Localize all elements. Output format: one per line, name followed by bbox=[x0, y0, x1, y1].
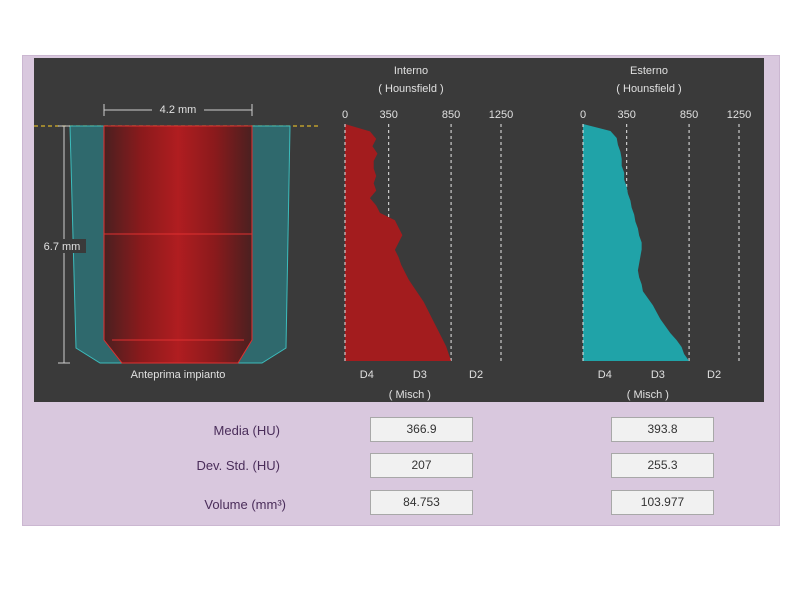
x-tick-label: 1250 bbox=[489, 109, 513, 121]
misch-label: D3 bbox=[651, 369, 665, 381]
x-tick-label: 850 bbox=[442, 109, 460, 121]
volume-interno-field[interactable]: 84.753 bbox=[370, 490, 473, 515]
misch-caption: ( Misch ) bbox=[627, 389, 669, 401]
devstd-interno-field[interactable]: 207 bbox=[370, 453, 473, 478]
devstd-esterno-field[interactable]: 255.3 bbox=[611, 453, 714, 478]
x-tick-label: 850 bbox=[680, 109, 698, 121]
density-preview-area: 4.2 mm 6.7 mm Anteprima impianto Interno… bbox=[34, 58, 764, 402]
x-tick-label: 0 bbox=[580, 109, 586, 121]
implant-preview: 4.2 mm 6.7 mm Anteprima impianto bbox=[34, 103, 320, 381]
chart-subtitle: ( Hounsfield ) bbox=[378, 83, 443, 95]
x-tick-label: 350 bbox=[618, 109, 636, 121]
x-tick-label: 0 bbox=[342, 109, 348, 121]
implant-caption: Anteprima impianto bbox=[131, 369, 226, 381]
misch-label: D4 bbox=[360, 369, 374, 381]
misch-label: D2 bbox=[707, 369, 721, 381]
chart-title: Esterno bbox=[630, 65, 668, 77]
density-preview-svg: 4.2 mm 6.7 mm Anteprima impianto Interno… bbox=[34, 65, 751, 401]
media-esterno-field[interactable]: 393.8 bbox=[611, 417, 714, 442]
density-area bbox=[345, 124, 452, 361]
height-label-bg bbox=[38, 239, 86, 253]
width-label: 4.2 mm bbox=[160, 104, 197, 116]
devstd-label: Dev. Std. (HU) bbox=[196, 458, 280, 473]
misch-label: D4 bbox=[598, 369, 612, 381]
x-tick-label: 1250 bbox=[727, 109, 751, 121]
chart-subtitle: ( Hounsfield ) bbox=[616, 83, 681, 95]
width-label-bg bbox=[152, 103, 204, 116]
media-label: Media (HU) bbox=[213, 423, 280, 438]
volume-label: Volume (mm³) bbox=[204, 497, 286, 512]
height-label: 6.7 mm bbox=[44, 241, 81, 253]
misch-label: D3 bbox=[413, 369, 427, 381]
implant-body bbox=[103, 125, 253, 364]
chart-title: Interno bbox=[394, 65, 428, 77]
misch-label: D2 bbox=[469, 369, 483, 381]
esterno-chart: Esterno ( Hounsfield ) 0 350 850 1250 D4 D3 D2 ( … bbox=[580, 65, 751, 401]
media-interno-field[interactable]: 366.9 bbox=[370, 417, 473, 442]
x-tick-label: 350 bbox=[380, 109, 398, 121]
density-area bbox=[583, 124, 690, 361]
volume-esterno-field[interactable]: 103.977 bbox=[611, 490, 714, 515]
misch-caption: ( Misch ) bbox=[389, 389, 431, 401]
interno-chart: Interno ( Hounsfield ) 0 350 850 1250 D4 D3 D2 ( … bbox=[342, 65, 513, 401]
